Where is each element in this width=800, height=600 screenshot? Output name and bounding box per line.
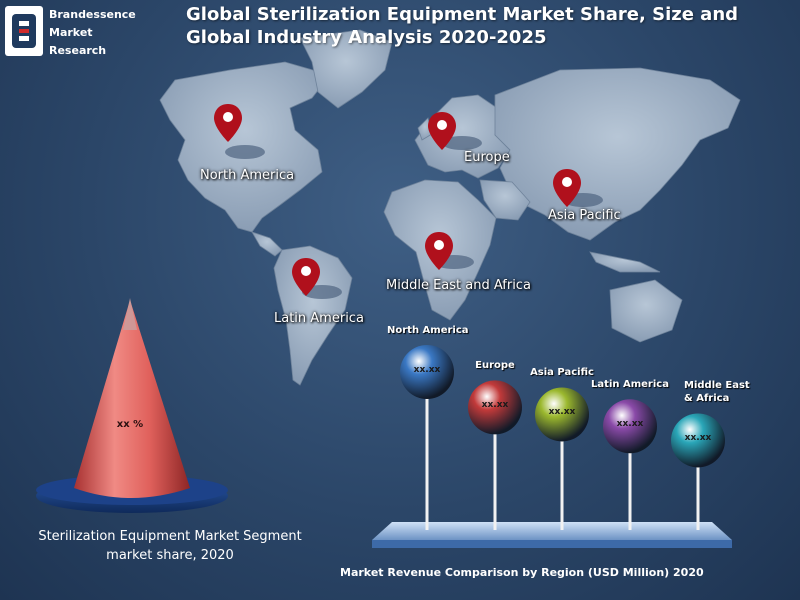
ball-category-label-line: Asia Pacific xyxy=(530,367,594,379)
ball-category-label: North America xyxy=(387,324,469,337)
ball-mark xyxy=(603,399,657,454)
landmass-central-america xyxy=(251,231,283,257)
brand-line-1: Brandessence xyxy=(49,8,136,21)
ball-value-label: xx.xx xyxy=(413,365,441,375)
ball-chart-marks xyxy=(400,345,725,530)
landmass-middle-east xyxy=(479,179,531,221)
cone-body xyxy=(74,300,190,498)
region-label-latin-america: Latin America xyxy=(274,311,364,326)
landmass-greenland xyxy=(299,29,393,109)
cone-chart xyxy=(36,298,228,513)
ball-value-label: xx.xx xyxy=(481,400,509,411)
ball-value-label: xx.xx xyxy=(684,433,712,444)
ball-category-label: Middle East & Africa xyxy=(684,379,750,405)
chart-title: Market Revenue Comparison by Region (USD… xyxy=(340,566,704,579)
brand-name: Brandessence Market Research xyxy=(49,6,169,60)
ball-category-label-line: North America xyxy=(387,325,469,336)
brand-line-2: Market xyxy=(49,26,93,39)
page-title: Global Sterilization Equipment Market Sh… xyxy=(186,3,746,49)
cone-caption-line-2: market share, 2020 xyxy=(106,548,234,563)
landmass-indonesia xyxy=(589,251,661,273)
ball-value-label: xx.xx xyxy=(548,407,576,418)
title-line-1: Global Sterilization Equipment Market Sh… xyxy=(186,4,739,25)
ball-category-label-line: & Africa xyxy=(684,393,730,405)
ball-category-label-line: Middle East xyxy=(684,380,750,392)
pin-asia-pacific-icon xyxy=(553,169,581,207)
pin-latin-america-icon xyxy=(292,258,320,296)
ball-category-label: Europe xyxy=(455,359,535,372)
ball-category-label: Asia Pacific xyxy=(522,366,602,379)
pin-shadow-north-america xyxy=(225,145,265,159)
region-label-north-america: North America xyxy=(200,168,295,183)
ball-mark xyxy=(535,387,589,442)
ball-mark xyxy=(671,413,725,468)
cone-tip xyxy=(123,298,137,330)
ball-category-label-line: Latin America xyxy=(591,379,669,391)
landmass-asia xyxy=(494,67,741,241)
ball-value-label: xx.xx xyxy=(616,419,644,430)
ball-mark xyxy=(468,380,522,435)
pin-north-america-icon xyxy=(214,104,242,142)
cone-value-label: xx % xyxy=(116,419,144,430)
pins xyxy=(214,104,581,296)
pin-europe-icon xyxy=(428,112,456,150)
ball-chart-platform xyxy=(372,522,732,548)
pin-middle-east-africa-icon xyxy=(425,232,453,270)
region-label-asia-pacific: Asia Pacific xyxy=(548,208,621,223)
ball-category-label: Latin America xyxy=(590,378,670,391)
region-label-europe: Europe xyxy=(464,150,510,165)
title-line-2: Global Industry Analysis 2020-2025 xyxy=(186,27,547,48)
brand-logo xyxy=(5,6,43,56)
landmass-south-america xyxy=(273,245,353,386)
cone-caption: Sterilization Equipment Market Segment m… xyxy=(10,527,330,565)
region-label-middle-east-africa: Middle East and Africa xyxy=(386,278,531,293)
landmass-australia xyxy=(609,279,683,343)
ball-mark xyxy=(400,345,454,399)
ball-category-label-line: Europe xyxy=(475,360,515,372)
brand-line-3: Research xyxy=(49,44,107,57)
pin-shadow-europe xyxy=(442,136,482,150)
cone-caption-line-1: Sterilization Equipment Market Segment xyxy=(38,529,302,544)
